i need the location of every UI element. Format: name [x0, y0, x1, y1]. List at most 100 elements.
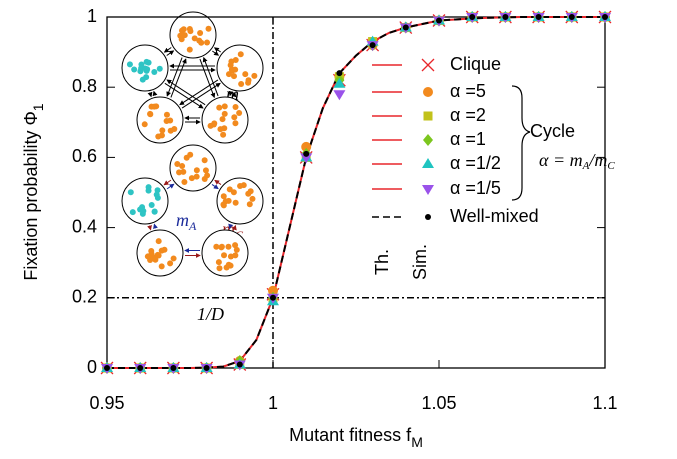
inset-arrow: [199, 58, 216, 99]
inset-dot: [154, 251, 161, 258]
inset-node: [216, 44, 264, 92]
inset-dot: [145, 184, 152, 191]
inset-dot: [159, 127, 166, 134]
inset-dot: [151, 208, 158, 215]
inset-dot: [141, 121, 148, 128]
inset-arrow: [147, 224, 152, 231]
inset-dot: [186, 46, 193, 53]
y-tick-label: 0.4: [72, 216, 97, 236]
inset-arrow: [228, 223, 234, 230]
inset-dot: [216, 104, 223, 111]
marker: [436, 17, 442, 24]
inset-arrow: [231, 91, 237, 98]
inset-dot: [232, 199, 239, 206]
inset-arrow: [211, 184, 219, 190]
inset-arrow: [153, 223, 158, 230]
inset-dot: [180, 168, 187, 175]
inset-dot: [138, 61, 145, 68]
inset-arrow: [164, 82, 204, 109]
inset-dot: [242, 71, 249, 78]
marker-stroke: [421, 58, 435, 72]
inset-dot: [144, 253, 151, 260]
inset-dot: [193, 167, 200, 174]
inset-dot: [155, 238, 162, 245]
theory-line: [107, 16, 605, 369]
inset-dot: [230, 189, 237, 196]
inset-dot: [148, 247, 155, 254]
inset-dot: [183, 154, 190, 161]
marker: [369, 42, 376, 49]
inset-dot: [231, 114, 238, 121]
inset-dot: [201, 176, 208, 183]
inset-dot: [186, 26, 193, 33]
marker: [270, 294, 276, 301]
legend-label: Clique: [450, 54, 501, 74]
inset-dot: [126, 61, 133, 68]
inset-dot: [219, 116, 226, 123]
inset-dot: [245, 77, 252, 84]
hline-label: 1/D: [197, 304, 224, 324]
x-axis-label-text: Mutant fitness f: [289, 425, 412, 445]
inset-dot: [153, 103, 160, 110]
inset-dot: [204, 39, 211, 46]
marker: [423, 87, 433, 97]
inset-dot: [221, 103, 228, 110]
legend-column-label: Sim.: [410, 244, 430, 280]
inset-dot: [181, 32, 188, 39]
inset-dot: [237, 51, 244, 58]
x-tick-label: 1: [268, 393, 278, 413]
inset-dot: [178, 36, 185, 43]
inset-dot: [223, 264, 230, 271]
inset-dot: [167, 127, 174, 134]
plot-frame: [106, 16, 606, 369]
y-tick-label: 0.6: [72, 146, 97, 166]
y-tick-label: 1: [87, 6, 97, 26]
legend-group-label: Cycle: [530, 121, 575, 141]
inset-dot: [232, 242, 239, 249]
marker: [423, 111, 433, 121]
y-tick-label: 0.2: [72, 287, 97, 307]
inset-dot: [202, 167, 209, 174]
inset-node: [169, 11, 217, 59]
inset-arrow: [179, 79, 219, 106]
inset-dot: [232, 120, 239, 127]
legend-column-label: Th.: [372, 249, 392, 275]
inset-dot: [220, 131, 227, 138]
inset-dot: [191, 35, 198, 42]
marker: [422, 158, 434, 168]
inset-dot: [163, 111, 170, 118]
inset-dot: [148, 202, 155, 209]
inset-dot: [218, 243, 225, 250]
inset-dot: [251, 72, 258, 79]
marker: [203, 365, 210, 371]
marker: [502, 14, 509, 20]
inset-label: mA: [176, 210, 197, 233]
inset-arrow: [202, 56, 219, 97]
inset-dot: [167, 260, 174, 267]
inset-dot: [152, 256, 159, 263]
marker: [535, 14, 542, 20]
inset-dot: [232, 104, 239, 111]
inset-dot: [154, 194, 161, 201]
inset-dot: [201, 157, 208, 164]
inset-arrow: [166, 50, 175, 56]
legend-label: α =1/5: [450, 178, 501, 198]
inset-dot: [238, 80, 245, 87]
marker: [137, 365, 144, 371]
inset-arrow: [166, 57, 183, 97]
inset-dot: [232, 66, 239, 73]
inset-dot: [213, 243, 220, 250]
ratio-part: α = m: [539, 150, 583, 170]
inset-dot: [193, 173, 200, 180]
inset-dot: [143, 58, 150, 65]
legend-label: Well-mixed: [450, 206, 539, 226]
inset-arrow: [163, 47, 172, 53]
inset-arrow: [214, 179, 222, 185]
legend-label: α =5: [450, 81, 486, 101]
inset-dot: [174, 160, 181, 167]
inset-node: [169, 144, 217, 192]
y-axis-label: Fixation probability Φ1: [21, 103, 46, 280]
inset-dot: [217, 126, 224, 133]
inset-label-text: m: [176, 210, 189, 230]
